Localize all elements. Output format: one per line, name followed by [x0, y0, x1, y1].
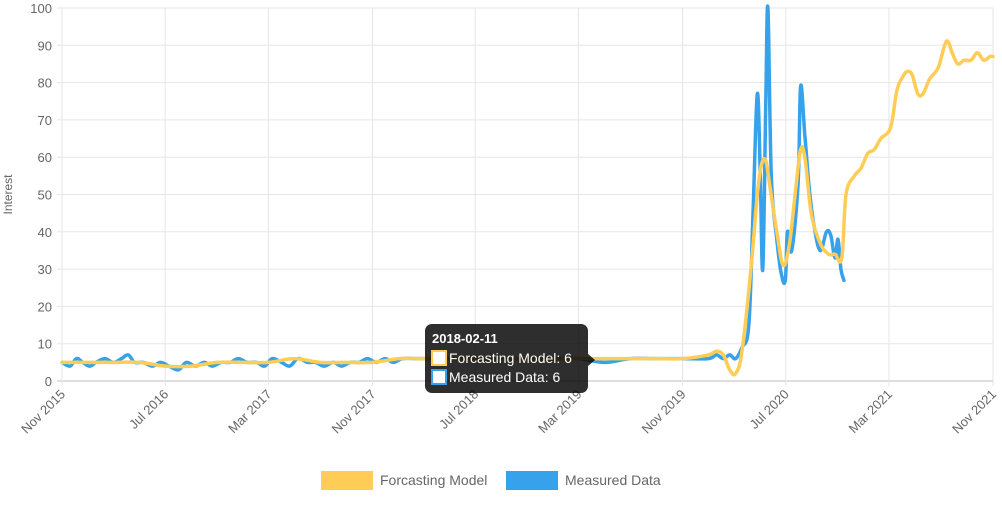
forcasting-model-legend-swatch[interactable] — [321, 471, 373, 490]
y-tick-label: 100 — [30, 1, 52, 16]
x-tick-label: Mar 2019 — [535, 387, 584, 436]
measured-data-legend-swatch[interactable] — [506, 471, 558, 490]
series — [60, 4, 995, 377]
x-tick-label: Jul 2018 — [436, 387, 481, 432]
y-tick-label: 40 — [38, 225, 52, 240]
measured-data-legend-label[interactable]: Measured Data — [565, 472, 661, 488]
tooltip-title: 2018-02-11 — [432, 331, 498, 346]
tooltip-line: Forcasting Model: 6 — [449, 350, 572, 366]
y-tick-label: 50 — [38, 188, 52, 203]
x-tick-label: Mar 2017 — [225, 387, 274, 436]
x-tick-label: Nov 2015 — [18, 387, 68, 437]
y-tick-label: 70 — [38, 113, 52, 128]
x-tick-label: Nov 2019 — [639, 387, 689, 437]
y-tick-label: 20 — [38, 299, 52, 314]
x-tick-label: Nov 2017 — [329, 387, 379, 437]
tooltip-swatch — [431, 369, 447, 385]
y-tick-label: 10 — [38, 337, 52, 352]
y-tick-label: 0 — [45, 374, 52, 389]
measured-data-line[interactable] — [60, 4, 846, 372]
legend: Forcasting Model Measured Data — [321, 471, 661, 490]
forcasting-model-legend-label[interactable]: Forcasting Model — [380, 472, 487, 488]
y-axis: 0 10 20 30 40 50 60 70 80 90 100 — [30, 1, 52, 389]
grid — [57, 7, 994, 386]
forcasting-model-line[interactable] — [60, 39, 995, 377]
x-tick-label: Jul 2020 — [746, 387, 791, 432]
x-tick-label: Mar 2021 — [846, 387, 895, 436]
y-tick-label: 60 — [38, 150, 52, 165]
tooltip-caret — [588, 354, 595, 366]
y-tick-label: 90 — [38, 38, 52, 53]
tooltip: 2018-02-11 Forcasting Model: 6 Measured Da… — [425, 324, 595, 393]
y-tick-label: 80 — [38, 76, 52, 91]
tooltip-swatch — [431, 350, 447, 366]
x-axis: Nov 2015 Jul 2016 Mar 2017 Nov 2017 Jul 2018… — [18, 387, 999, 437]
x-tick-label: Jul 2016 — [126, 387, 171, 432]
tooltip-box — [425, 324, 588, 393]
y-tick-label: 30 — [38, 262, 52, 277]
x-tick-label: Nov 2021 — [949, 387, 999, 437]
y-axis-title: Interest — [1, 174, 15, 215]
tooltip-line: Measured Data: 6 — [449, 369, 560, 385]
